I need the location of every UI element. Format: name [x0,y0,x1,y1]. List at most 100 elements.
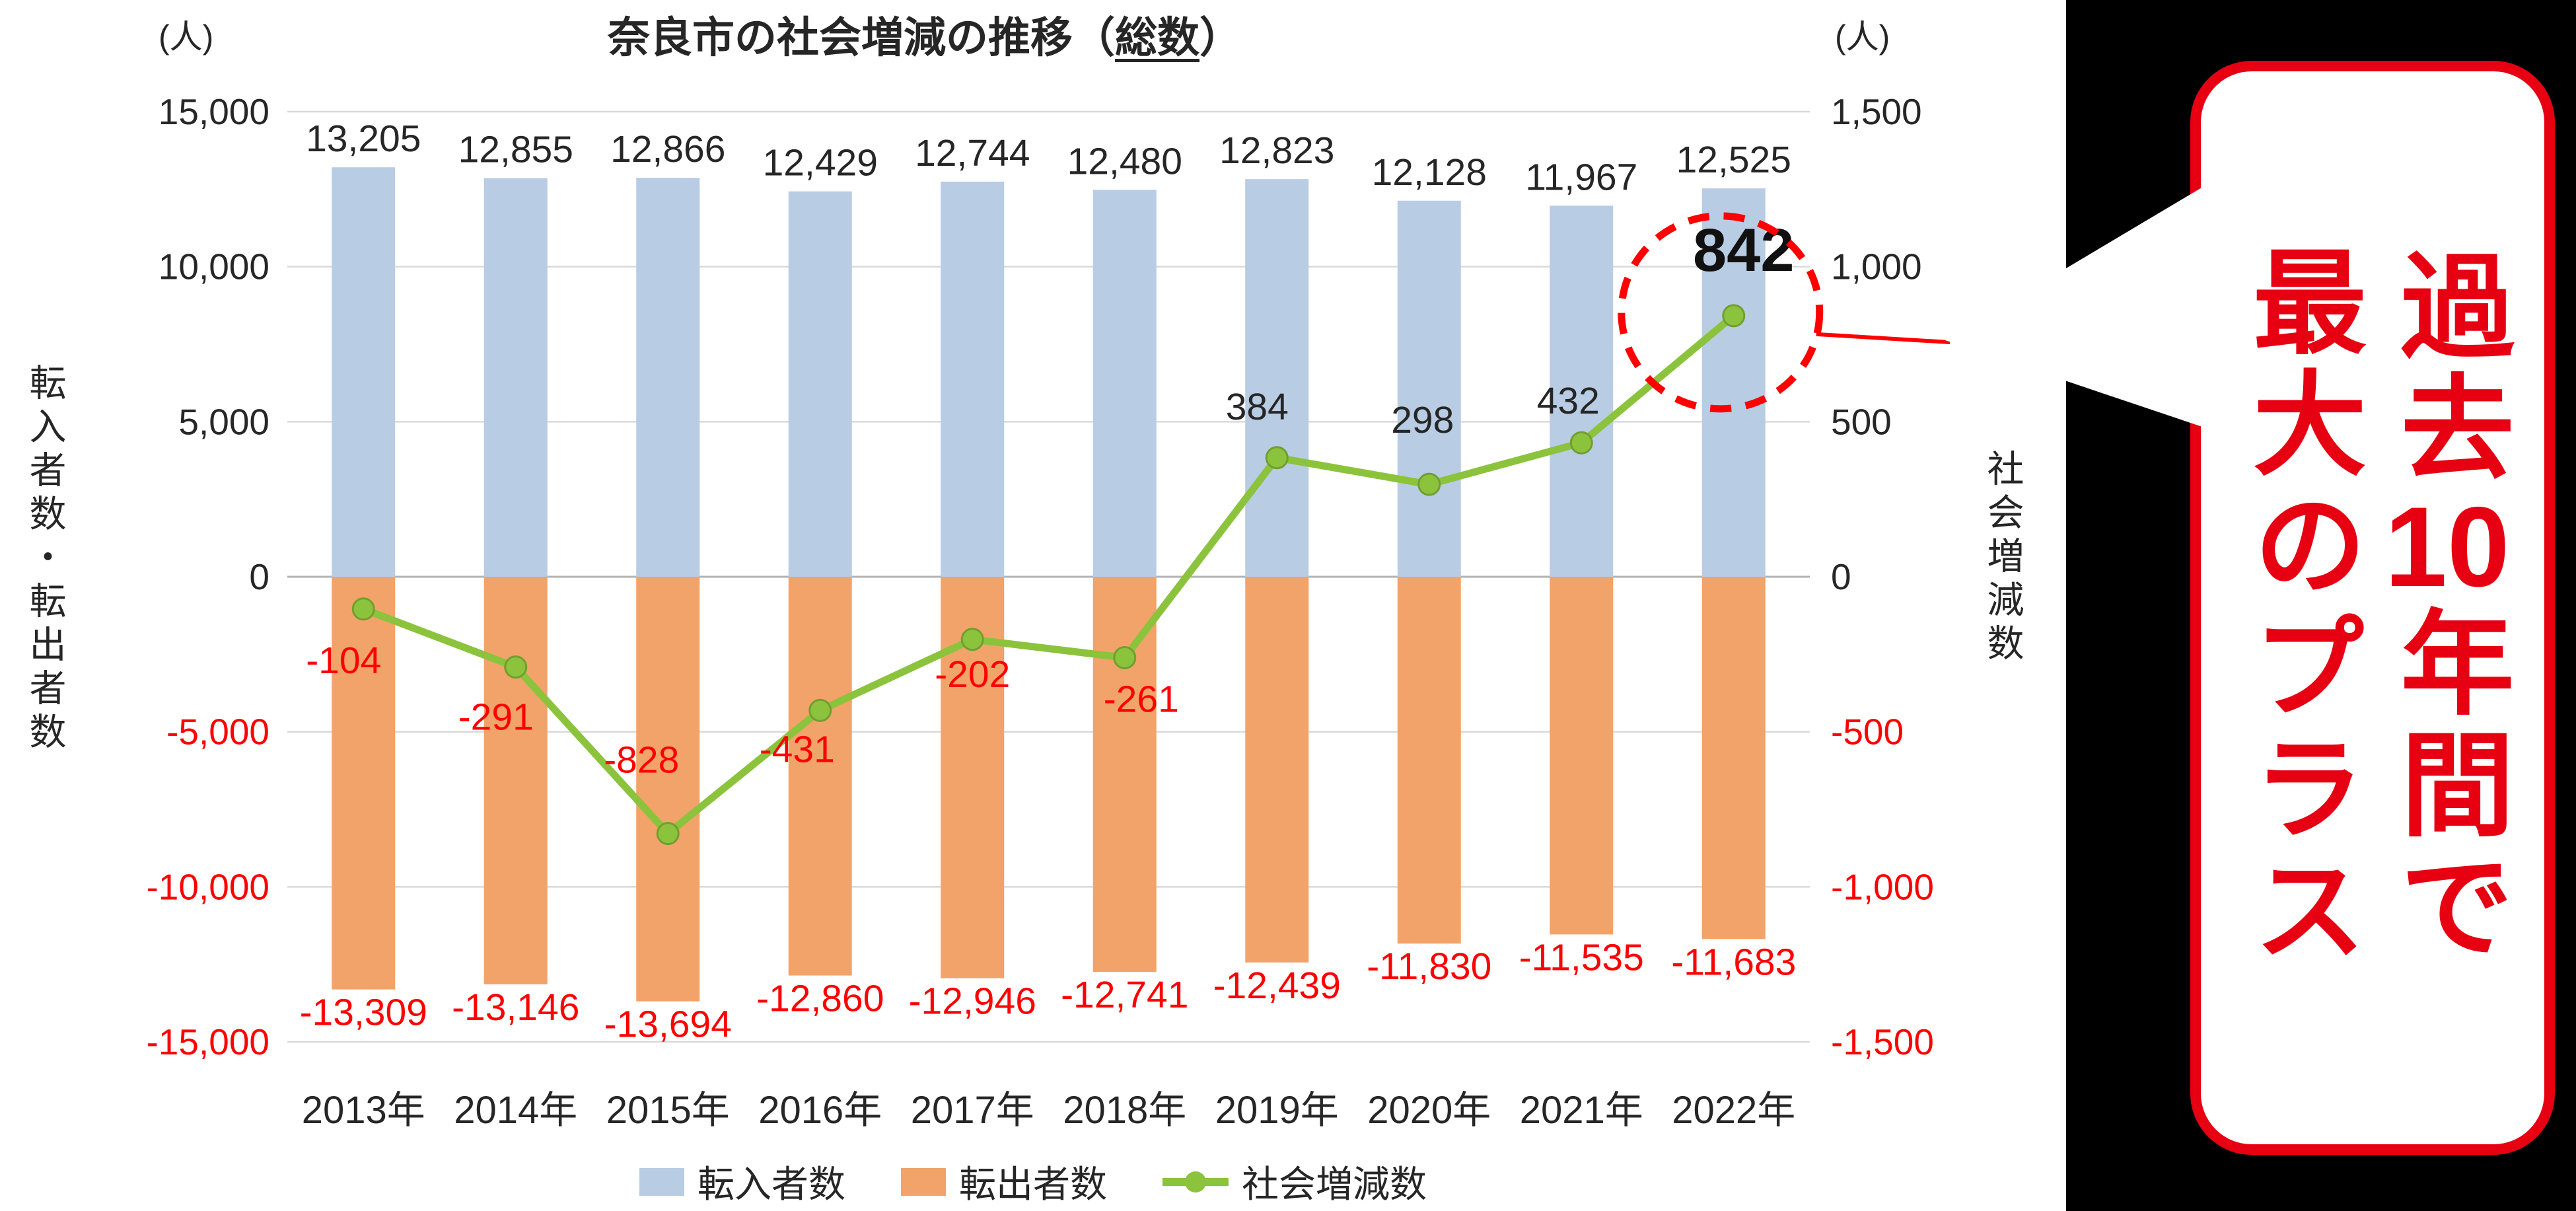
line-value-label: -104 [306,640,381,682]
left-axis-tick: 15,000 [159,91,269,132]
category-label: 2020年 [1367,1089,1491,1132]
line-series [351,304,1746,846]
line-marker [1113,645,1137,669]
bar-out-2013年 [332,577,396,990]
line-marker [808,698,832,722]
bar-in-label: 12,855 [458,129,573,171]
category-label: 2016年 [758,1089,882,1132]
category-label: 2015年 [606,1089,730,1132]
line-marker [656,822,680,846]
right-axis-tick: 500 [1831,401,1892,442]
legend-swatch-in [639,1167,684,1196]
highlight-value-label: 842 [1693,217,1795,284]
bar-in-2014年 [483,178,548,577]
bar-labels: 13,205 12,855 12,866 12,429 12,744 12,480 12,8… [300,118,1797,1045]
bar-out-label: -12,741 [1061,974,1188,1016]
category-label: 2019年 [1215,1089,1339,1132]
line-marker [351,597,375,621]
legend-item-out: 転出者数 [901,1155,1107,1208]
category-label: 2021年 [1520,1089,1643,1132]
callout-bubble [2190,61,2555,1155]
line-marker [1569,431,1593,455]
right-axis-title: 社会増減数 [1982,449,2024,667]
right-axis-tick: 1,500 [1831,91,1922,132]
line-value-label: 298 [1391,399,1454,441]
bar-in-label: 12,480 [1067,140,1182,182]
axis-tick-labels: 15,000 10,000 5,000 0 -5,000 -10,000 -15,000 1,… [146,91,1934,1062]
left-axis-tick: 0 [249,556,269,597]
bar-in-2017年 [941,181,1005,577]
bar-out-2014年 [483,577,548,984]
right-axis-tick: -500 [1831,712,1904,752]
right-axis-unit: (人) [1835,18,1890,55]
right-axis-tick: 1,000 [1831,246,1922,287]
bar-in-2022年 [1701,188,1766,577]
bar-in-2018年 [1092,190,1157,577]
callout-line: 過去10年間で [2383,247,2511,969]
chart-legend: 転入者数 転出者数 社会増減数 [0,1155,2066,1208]
bar-out-label: -11,830 [1367,945,1491,988]
line-marker [1417,472,1441,496]
bar-in-label: 13,205 [306,118,421,160]
bar-in-label: 12,128 [1372,151,1487,194]
category-label: 2018年 [1063,1089,1186,1132]
right-axis-tick: -1,500 [1831,1021,1934,1062]
bar-in-label: 12,525 [1676,139,1791,181]
bar-out-label: -12,439 [1213,965,1341,1007]
legend-line-dot [1185,1171,1206,1193]
line-marker [1265,446,1289,470]
right-axis-tick: 0 [1831,556,1851,597]
right-axis-tick: -1,000 [1831,866,1934,907]
bar-out-label: -13,146 [452,986,579,1029]
bars [332,167,1766,1002]
line-marker [504,655,528,679]
line-labels: -104 -291 -828 -431 -202 -261 384 298 432 842 [306,217,1794,782]
bar-in-2019年 [1245,179,1309,577]
bar-in-label: 11,967 [1525,156,1637,198]
bar-out-label: -12,860 [756,978,884,1020]
bar-out-2019年 [1245,577,1309,963]
bar-out-2016年 [788,577,852,976]
category-label: 2022年 [1672,1089,1795,1132]
bar-out-label: -13,694 [604,1004,732,1046]
line-value-label: 384 [1226,386,1289,428]
left-axis-unit: (人) [159,18,214,55]
left-axis-tick: -10,000 [146,866,269,907]
line-value-label: -828 [604,739,679,782]
callout-leader-line [1816,332,1950,344]
left-axis-tick: -5,000 [166,712,269,752]
bar-in-2021年 [1550,205,1614,577]
callout-line: 最大のプラス [2236,243,2363,972]
annotation [1618,212,1950,413]
bar-out-2018年 [1092,577,1157,972]
chart-title: 奈良市の社会増減の推移（総数） [198,4,1651,65]
category-label: 2014年 [454,1089,577,1132]
chart-title-suffix: ） [1199,14,1242,61]
bar-in-label: 12,429 [763,142,878,184]
bar-in-2016年 [788,191,852,577]
bar-out-2015年 [636,577,700,1002]
bar-out-label: -12,946 [909,980,1036,1023]
category-label: 2013年 [302,1089,425,1132]
line-value-label: -261 [1104,678,1179,720]
bar-out-label: -13,309 [300,992,427,1034]
bar-out-label: -11,683 [1671,941,1796,983]
bar-in-2020年 [1397,200,1461,577]
line-value-label: -202 [935,653,1010,696]
bar-out-2021年 [1550,577,1614,935]
legend-label-in: 転入者数 [698,1163,845,1205]
bar-in-label: 12,823 [1219,129,1334,172]
bar-out-label: -11,535 [1519,936,1644,978]
left-axis-tick: 5,000 [178,401,269,442]
category-label: 2017年 [911,1089,1034,1132]
line-value-label: 432 [1537,380,1600,422]
left-axis-tick: 10,000 [159,246,269,287]
chart-title-underlined: 総数 [1115,14,1199,61]
callout-pointer [1945,185,2206,428]
legend-item-net: 社会増減数 [1163,1155,1427,1208]
bar-in-label: 12,744 [915,132,1030,174]
callout-text: 過去10年間で 最大のプラス [2225,109,2520,1107]
left-axis-title: 転入者数・転出者数 [24,363,66,756]
net-change-line [362,312,1736,838]
legend-label-net: 社会増減数 [1242,1163,1427,1205]
